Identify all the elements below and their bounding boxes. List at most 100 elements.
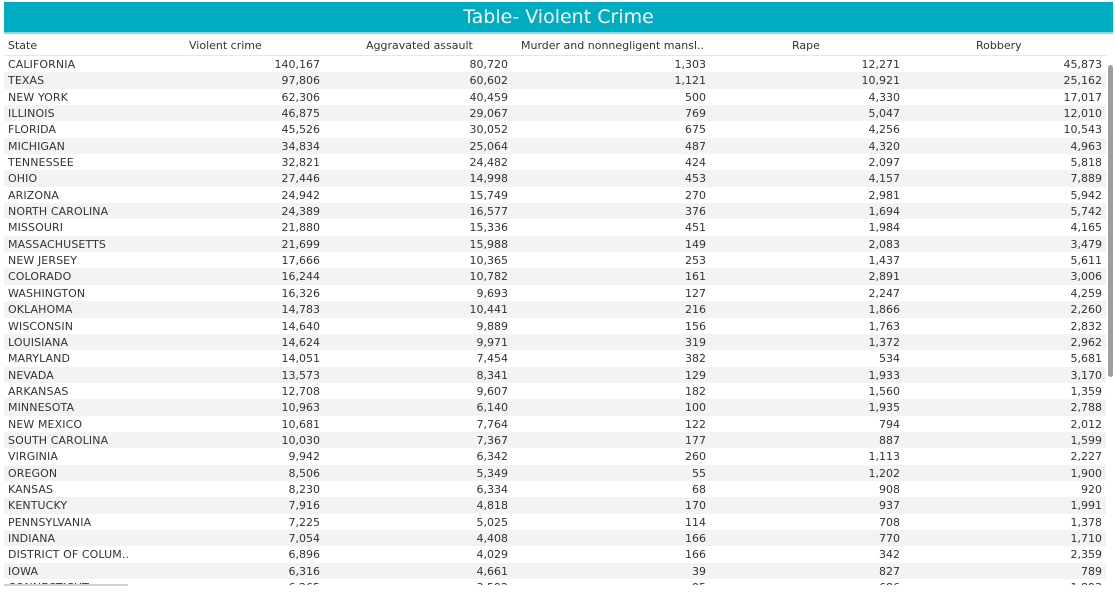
cell-murder: 161 [685, 270, 706, 284]
cell-murder: 376 [685, 205, 706, 219]
table-row[interactable]: CONNECTICUT 6,265 3,592 95 686 1,893 [4, 579, 1106, 585]
cell-robbery: 920 [1081, 482, 1102, 496]
cell-robbery: 1,900 [1070, 466, 1103, 480]
table-row[interactable]: OREGON 8,506 5,349 55 1,202 1,900 [4, 464, 1106, 481]
cell-robbery: 7,889 [1070, 172, 1103, 186]
data-table: State Violent crime Aggravated assault M… [4, 37, 1106, 585]
cell-aggravated-assault: 30,052 [469, 123, 509, 137]
cell-aggravated-assault: 40,459 [469, 90, 509, 104]
table-row[interactable]: WASHINGTON 16,326 9,693 127 2,247 4,259 [4, 285, 1106, 301]
cell-state: VIRGINIA [8, 450, 58, 464]
cell-state: IOWA [8, 564, 39, 578]
cell-violent-crime: 7,054 [288, 531, 321, 545]
cell-robbery: 789 [1081, 564, 1102, 578]
table-row[interactable]: INDIANA 7,054 4,408 166 770 1,710 [4, 529, 1106, 547]
cell-state: TENNESSEE [8, 156, 74, 170]
cell-robbery: 1,710 [1070, 531, 1103, 545]
cell-rape: 4,256 [868, 123, 901, 137]
cell-violent-crime: 14,640 [281, 319, 321, 333]
table-row[interactable]: DISTRICT OF COLUM.. 6,896 4,029 166 342 2,359 [4, 546, 1106, 562]
cell-robbery: 17,017 [1063, 90, 1103, 104]
cell-rape: 1,202 [868, 466, 901, 480]
table-row[interactable]: MISSOURI 21,880 15,336 451 1,984 4,165 [4, 219, 1106, 235]
cell-rape: 2,981 [868, 188, 901, 202]
vertical-scrollbar[interactable] [1108, 65, 1113, 377]
horizontal-scrollbar[interactable] [4, 584, 128, 586]
cell-violent-crime: 24,942 [281, 188, 321, 202]
cell-murder: 166 [685, 531, 706, 545]
cell-aggravated-assault: 10,365 [469, 254, 509, 268]
cell-robbery: 1,991 [1070, 499, 1103, 513]
cell-rape: 534 [879, 352, 900, 366]
table-row[interactable]: CALIFORNIA 140,167 80,720 1,303 12,271 45,873 [4, 56, 1106, 72]
table-row[interactable]: NORTH CAROLINA 24,389 16,577 376 1,694 5,742 [4, 203, 1106, 220]
cell-aggravated-assault: 10,441 [469, 303, 509, 317]
cell-state: NEW MEXICO [8, 417, 83, 431]
table-row[interactable]: WISCONSIN 14,640 9,889 156 1,763 2,832 [4, 318, 1106, 334]
table-row[interactable]: MINNESOTA 10,963 6,140 100 1,935 2,788 [4, 399, 1106, 416]
table-row[interactable]: PENNSYLVANIA 7,225 5,025 114 708 1,378 [4, 514, 1106, 530]
table-row[interactable]: FLORIDA 45,526 30,052 675 4,256 10,543 [4, 121, 1106, 137]
cell-rape: 10,921 [861, 74, 901, 88]
cell-state: MICHIGAN [8, 139, 66, 153]
cell-violent-crime: 34,834 [281, 139, 321, 153]
cell-state: FLORIDA [8, 123, 57, 137]
table-row[interactable]: MICHIGAN 34,834 25,064 487 4,320 4,963 [4, 137, 1106, 155]
cell-violent-crime: 6,265 [289, 580, 321, 585]
cell-violent-crime: 17,666 [281, 254, 321, 268]
column-header-violent-crime[interactable]: Violent crime [189, 39, 262, 52]
cell-state: KANSAS [8, 482, 54, 496]
cell-violent-crime: 27,446 [281, 172, 321, 186]
table-row[interactable]: NEVADA 13,573 8,341 129 1,933 3,170 [4, 366, 1106, 383]
table-row[interactable]: MARYLAND 14,051 7,454 382 534 5,681 [4, 350, 1106, 366]
table-row[interactable]: NEW YORK 62,306 40,459 500 4,330 17,017 [4, 89, 1106, 105]
column-header-aggravated-assault[interactable]: Aggravated assault [366, 39, 473, 52]
cell-state: MASSACHUSETTS [8, 237, 106, 251]
table-row[interactable]: LOUISIANA 14,624 9,971 319 1,372 2,962 [4, 333, 1106, 351]
cell-rape: 4,320 [868, 139, 901, 153]
table-row[interactable]: IOWA 6,316 4,661 39 827 789 [4, 562, 1106, 579]
cell-violent-crime: 9,942 [288, 450, 321, 464]
cell-violent-crime: 10,030 [281, 433, 321, 447]
table-row[interactable]: VIRGINIA 9,942 6,342 260 1,113 2,227 [4, 448, 1106, 464]
table-row[interactable]: COLORADO 16,244 10,782 161 2,891 3,006 [4, 268, 1106, 285]
table-row[interactable]: KENTUCKY 7,916 4,818 170 937 1,991 [4, 497, 1106, 514]
column-header-robbery[interactable]: Robbery [976, 39, 1022, 52]
cell-robbery: 10,543 [1063, 123, 1103, 137]
table-row[interactable]: OKLAHOMA 14,783 10,441 216 1,866 2,260 [4, 301, 1106, 318]
cell-aggravated-assault: 5,349 [476, 466, 509, 480]
column-header-state[interactable]: State [8, 39, 38, 52]
table-row[interactable]: ILLINOIS 46,875 29,067 769 5,047 12,010 [4, 105, 1106, 122]
cell-aggravated-assault: 25,064 [469, 139, 509, 153]
table-row[interactable]: TEXAS 97,806 60,602 1,121 10,921 25,162 [4, 72, 1106, 89]
table-row[interactable]: ARIZONA 24,942 15,749 270 2,981 5,942 [4, 187, 1106, 203]
cell-rape: 708 [879, 515, 900, 529]
cell-aggravated-assault: 15,988 [469, 237, 509, 251]
cell-aggravated-assault: 9,889 [476, 319, 509, 333]
cell-murder: 769 [685, 107, 706, 121]
cell-murder: 424 [685, 156, 706, 170]
table-header: State Violent crime Aggravated assault M… [4, 37, 1106, 56]
cell-violent-crime: 7,916 [288, 499, 321, 513]
table-row[interactable]: KANSAS 8,230 6,334 68 908 920 [4, 481, 1106, 497]
table-row[interactable]: NEW JERSEY 17,666 10,365 253 1,437 5,611 [4, 252, 1106, 268]
cell-robbery: 25,162 [1063, 74, 1103, 88]
cell-state: ARKANSAS [8, 384, 69, 398]
cell-aggravated-assault: 7,764 [476, 417, 509, 431]
cell-robbery: 1,378 [1070, 515, 1103, 529]
cell-violent-crime: 8,230 [288, 482, 321, 496]
cell-state: OKLAHOMA [8, 303, 73, 317]
table-row[interactable]: TENNESSEE 32,821 24,482 424 2,097 5,818 [4, 154, 1106, 170]
table-row[interactable]: MASSACHUSETTS 21,699 15,988 149 2,083 3,479 [4, 235, 1106, 253]
cell-violent-crime: 6,896 [288, 548, 321, 562]
cell-robbery: 2,788 [1070, 401, 1103, 415]
table-row[interactable]: SOUTH CAROLINA 10,030 7,367 177 887 1,599 [4, 431, 1106, 449]
cell-murder: 382 [685, 352, 706, 366]
table-row[interactable]: ARKANSAS 12,708 9,607 182 1,560 1,359 [4, 383, 1106, 399]
cell-aggravated-assault: 15,336 [469, 221, 509, 235]
table-row[interactable]: OHIO 27,446 14,998 453 4,157 7,889 [4, 170, 1106, 187]
cell-state: ILLINOIS [8, 107, 55, 121]
column-header-rape[interactable]: Rape [792, 39, 820, 52]
column-header-murder[interactable]: Murder and nonnegligent mansl.. [521, 39, 704, 52]
table-row[interactable]: NEW MEXICO 10,681 7,764 122 794 2,012 [4, 416, 1106, 432]
